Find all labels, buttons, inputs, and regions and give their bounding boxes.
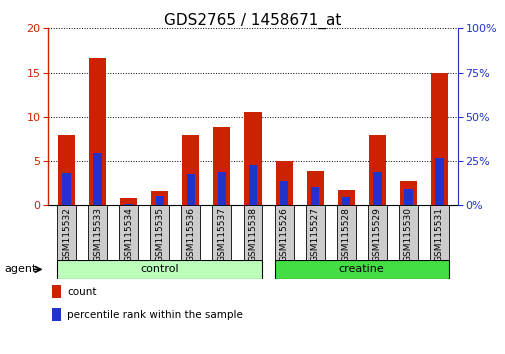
Bar [120, 198, 137, 205]
Text: GSM115537: GSM115537 [217, 207, 226, 262]
Text: control: control [140, 264, 179, 274]
Bar [336, 205, 355, 260]
Bar [399, 181, 416, 205]
Bar [306, 171, 323, 205]
Bar [58, 135, 75, 205]
Bar [212, 205, 231, 260]
Bar [368, 135, 385, 205]
Bar [430, 74, 447, 205]
Bar [213, 127, 230, 205]
Text: GSM115533: GSM115533 [93, 207, 102, 262]
Bar [57, 260, 262, 279]
Bar [186, 175, 195, 205]
Text: GSM115529: GSM115529 [372, 207, 381, 262]
Bar [434, 158, 443, 205]
Bar [181, 205, 200, 260]
Text: percentile rank within the sample: percentile rank within the sample [67, 310, 243, 320]
Bar [52, 285, 61, 298]
Bar [248, 166, 257, 205]
Bar [310, 187, 319, 205]
Bar [62, 173, 71, 205]
Text: GSM115530: GSM115530 [403, 207, 412, 262]
Bar [337, 190, 354, 205]
Text: GSM115531: GSM115531 [434, 207, 443, 262]
Bar [89, 58, 106, 205]
Bar [244, 112, 261, 205]
Text: GSM115538: GSM115538 [248, 207, 257, 262]
Text: GSM115527: GSM115527 [310, 207, 319, 262]
Bar [119, 205, 138, 260]
Text: GSM115535: GSM115535 [155, 207, 164, 262]
Bar [403, 188, 412, 205]
Bar [341, 198, 350, 205]
Bar [182, 135, 199, 205]
Text: GSM115536: GSM115536 [186, 207, 195, 262]
Text: GSM115534: GSM115534 [124, 207, 133, 262]
Bar [88, 205, 107, 260]
Text: GSM115526: GSM115526 [279, 207, 288, 262]
Bar [274, 205, 293, 260]
Bar [155, 196, 164, 205]
Text: GSM115528: GSM115528 [341, 207, 350, 262]
Bar [429, 205, 448, 260]
Bar [279, 181, 288, 205]
Bar [305, 205, 324, 260]
Text: GSM115532: GSM115532 [62, 207, 71, 262]
Bar [398, 205, 417, 260]
Bar [275, 161, 292, 205]
Bar [124, 204, 133, 205]
Bar [372, 172, 381, 205]
Bar [367, 205, 386, 260]
Bar [93, 153, 102, 205]
Text: GDS2765 / 1458671_at: GDS2765 / 1458671_at [164, 12, 341, 29]
Bar [52, 308, 61, 321]
Bar [151, 191, 168, 205]
Bar [217, 172, 226, 205]
Text: count: count [67, 287, 96, 297]
Bar [274, 260, 448, 279]
Bar [150, 205, 169, 260]
Text: creatine: creatine [338, 264, 384, 274]
Bar [243, 205, 262, 260]
Text: agent: agent [4, 264, 36, 274]
Bar [57, 205, 76, 260]
